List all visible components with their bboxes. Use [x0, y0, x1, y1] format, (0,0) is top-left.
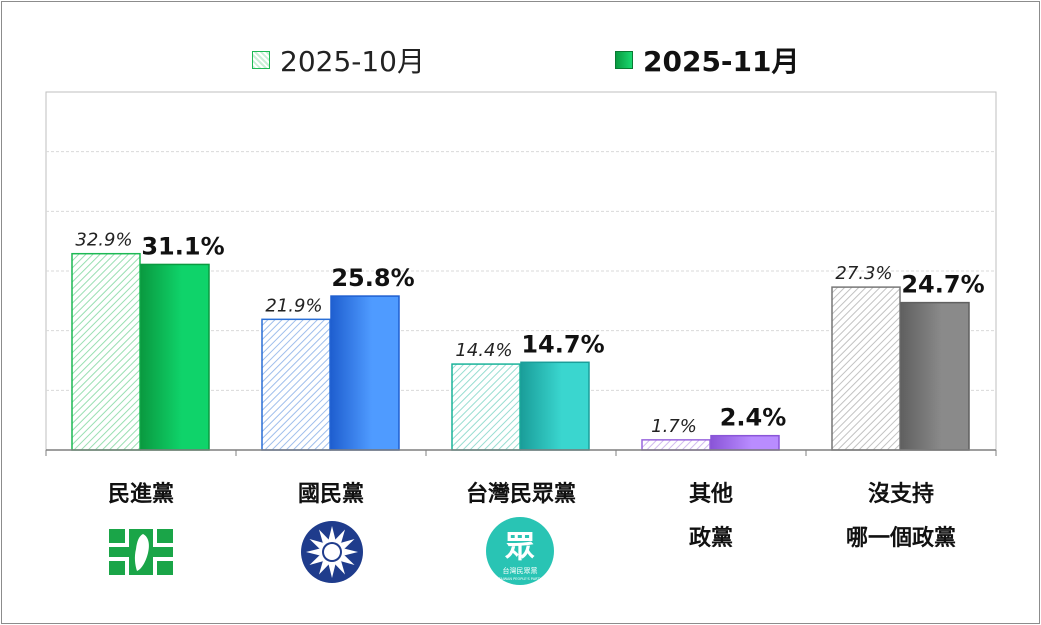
bar-2025-10-1 — [261, 318, 331, 451]
legend-item-2025-10: 2025-10月 — [252, 38, 425, 82]
category-label-3-line-0: 其他 — [688, 482, 733, 507]
bar-2025-11-0 — [140, 263, 210, 451]
data-label-2025-10-4: 27.3% — [835, 263, 892, 284]
tpp-logo-english: TAIWAN PEOPLE'S PARTY — [497, 577, 542, 581]
legend-label-2025-11: 2025-11月 — [643, 45, 800, 78]
bar-2025-10-4 — [831, 286, 901, 451]
category-label-1-line-0: 國民黨 — [297, 482, 364, 507]
category-label-0-line-0: 民進黨 — [107, 482, 174, 507]
data-label-2025-11-2: 14.7% — [521, 330, 604, 358]
legend-item-2025-11: 2025-11月 — [615, 38, 800, 82]
category-label-2-line-0: 台灣民眾黨 — [465, 482, 576, 507]
data-label-2025-10-2: 14.4% — [455, 340, 512, 361]
bar-2025-11-4 — [900, 301, 970, 451]
bar-2025-10-3 — [641, 439, 711, 451]
data-label-2025-11-4: 24.7% — [901, 271, 984, 299]
legend-swatch-2025-10 — [252, 51, 270, 69]
bar-2025-11-1 — [330, 295, 400, 451]
tpp-logo-name: 台灣民眾黨 — [503, 566, 538, 575]
legend-label-2025-10: 2025-10月 — [280, 45, 425, 78]
legend-swatch-2025-11 — [615, 51, 633, 69]
kmt-logo-icon — [301, 521, 363, 583]
category-label-3-line-1: 政黨 — [688, 526, 733, 551]
data-label-2025-11-3: 2.4% — [720, 404, 787, 432]
category-label-4-line-1: 哪一個政黨 — [845, 526, 956, 551]
category-label-4-line-0: 沒支持 — [867, 482, 934, 507]
bar-2025-11-2 — [520, 361, 590, 451]
dpp-logo-icon — [109, 529, 173, 575]
data-label-2025-10-1: 21.9% — [265, 295, 322, 316]
data-label-2025-11-1: 25.8% — [331, 264, 414, 292]
tpp-logo-glyph: 眾 — [504, 530, 535, 565]
data-label-2025-11-0: 31.1% — [141, 232, 224, 260]
data-label-2025-10-3: 1.7% — [651, 416, 697, 437]
bar-2025-11-3 — [710, 434, 780, 451]
bar-2025-10-2 — [451, 363, 521, 451]
data-label-2025-10-0: 32.9% — [75, 230, 132, 251]
tpp-logo-icon: 眾 台灣民眾黨 TAIWAN PEOPLE'S PARTY — [486, 517, 554, 585]
bar-2025-10-0 — [71, 252, 141, 451]
